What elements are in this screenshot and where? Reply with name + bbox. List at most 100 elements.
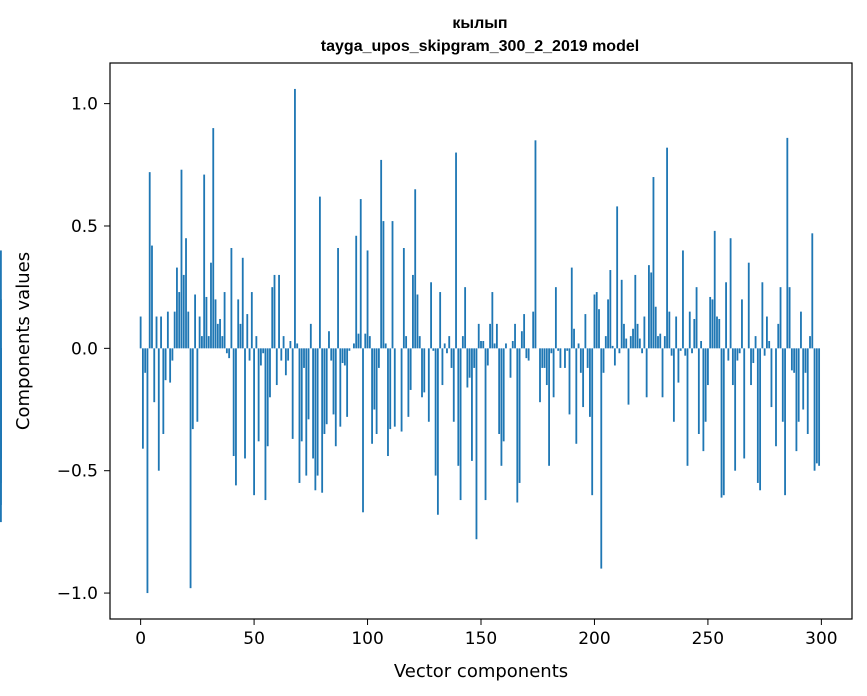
bar (720, 348, 723, 498)
bar (364, 333, 367, 349)
y-tick-label: −1.0 (57, 584, 98, 604)
bar (770, 348, 773, 408)
bar (180, 169, 183, 349)
bar (493, 343, 496, 349)
bar (439, 292, 442, 349)
bar (697, 348, 700, 434)
bar (804, 348, 807, 373)
bar (604, 336, 607, 349)
bar (223, 292, 226, 349)
bar (788, 287, 791, 349)
bar (316, 348, 319, 476)
y-axis-label: Components values (13, 252, 34, 430)
bar (461, 336, 464, 349)
bar (377, 348, 380, 368)
bar (255, 336, 258, 349)
bar (568, 348, 571, 415)
bar (291, 348, 294, 439)
bar (713, 230, 716, 349)
bar (609, 270, 612, 349)
bar (237, 299, 240, 349)
bar (200, 336, 203, 349)
bar (151, 245, 153, 349)
bar (414, 189, 417, 349)
bar (475, 348, 478, 540)
bar (459, 348, 462, 501)
bar (187, 311, 190, 349)
bar (239, 323, 242, 349)
bar (325, 348, 328, 425)
bar (704, 348, 707, 422)
bar (802, 348, 805, 410)
x-tick-label: 100 (351, 629, 383, 649)
bar (441, 348, 444, 386)
bar (707, 348, 709, 386)
bar (516, 348, 519, 503)
bar (144, 348, 147, 373)
y-ticks-group: −1.0 −0.5 0.0 0.5 1.0 (57, 95, 110, 604)
bar (784, 348, 786, 496)
bar (638, 338, 641, 349)
bar (262, 348, 265, 354)
bar (164, 348, 167, 381)
bar (402, 248, 405, 349)
bar (566, 348, 569, 351)
bar (300, 348, 303, 442)
bar (725, 282, 727, 349)
bar (178, 292, 181, 349)
bar (0, 348, 2, 459)
bar (244, 348, 246, 459)
bar (575, 348, 578, 444)
bar (716, 316, 718, 349)
bar (702, 348, 705, 452)
y-tick-label: 0.5 (71, 217, 98, 237)
bar (198, 316, 201, 349)
bar (761, 282, 764, 349)
bar (271, 287, 274, 349)
bar (534, 140, 537, 349)
bar (328, 331, 330, 349)
bar (600, 348, 603, 569)
bar (362, 348, 364, 513)
bar (289, 341, 292, 349)
bar (616, 206, 619, 349)
bar (657, 336, 659, 349)
bar (779, 287, 782, 349)
bar (557, 348, 560, 351)
bar (203, 174, 206, 349)
bar (278, 274, 280, 349)
bar (754, 336, 757, 349)
bar (781, 348, 784, 422)
bar (405, 336, 408, 349)
bar (582, 348, 585, 408)
bar (589, 348, 591, 417)
bar (171, 348, 174, 361)
bar (502, 348, 505, 442)
bar (384, 343, 387, 349)
bar (466, 348, 469, 388)
bar (584, 314, 587, 349)
bar (343, 348, 346, 366)
bar (527, 348, 530, 361)
bar (296, 343, 299, 349)
bar (346, 348, 349, 417)
bar (495, 323, 498, 349)
bar (570, 267, 573, 349)
bar (750, 348, 752, 386)
bar (659, 333, 662, 349)
bar (294, 88, 296, 349)
bar (380, 159, 383, 349)
bar (718, 318, 721, 349)
bar (284, 348, 287, 376)
bar (489, 323, 491, 349)
bar (611, 345, 614, 349)
bar (448, 336, 451, 349)
bar (500, 348, 503, 466)
x-axis-label: Vector components (394, 661, 568, 682)
bar (815, 348, 818, 464)
bar (146, 348, 149, 594)
bar (207, 336, 210, 349)
bar (162, 348, 165, 434)
bar (457, 348, 460, 466)
bar (389, 348, 392, 430)
